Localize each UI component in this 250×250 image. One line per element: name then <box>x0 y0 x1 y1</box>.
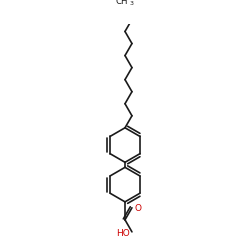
Text: HO: HO <box>116 228 130 237</box>
Text: CH: CH <box>116 0 128 6</box>
Text: 3: 3 <box>130 1 134 6</box>
Text: O: O <box>134 204 141 214</box>
